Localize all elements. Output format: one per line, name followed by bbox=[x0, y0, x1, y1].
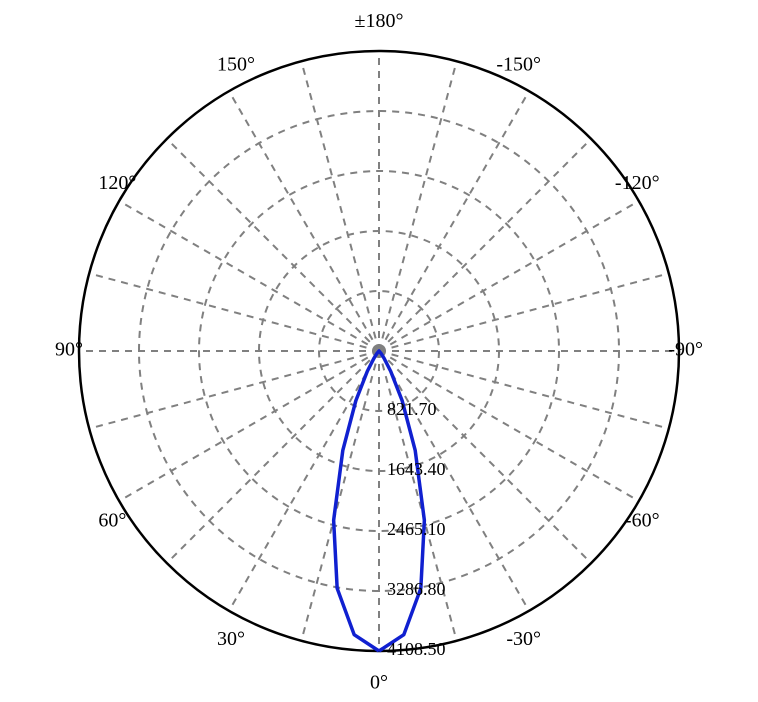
angle-label: -60° bbox=[625, 510, 660, 532]
radial-tick-label: 821.70 bbox=[387, 399, 437, 419]
angle-label: ±180° bbox=[355, 10, 404, 32]
angle-label: 90° bbox=[55, 339, 83, 361]
angle-label: 0° bbox=[370, 672, 388, 694]
angle-label: 30° bbox=[217, 628, 245, 650]
radial-tick-label: 1643.40 bbox=[387, 459, 446, 479]
angle-label: -150° bbox=[496, 53, 541, 75]
angle-label: 60° bbox=[98, 510, 126, 532]
angle-label: 150° bbox=[217, 53, 255, 75]
radial-tick-label: 3286.80 bbox=[387, 579, 446, 599]
angle-label: 120° bbox=[98, 172, 136, 194]
radial-tick-label: 2465.10 bbox=[387, 519, 446, 539]
radial-tick-label: 4108.50 bbox=[387, 639, 446, 659]
polar-chart: ±180° -150° -120° -90° -60° -30° 0° 30° 60° 90° 12… bbox=[0, 0, 758, 702]
angle-label: -120° bbox=[615, 172, 660, 194]
angle-label: -90° bbox=[668, 339, 703, 361]
angle-label: -30° bbox=[506, 628, 541, 650]
